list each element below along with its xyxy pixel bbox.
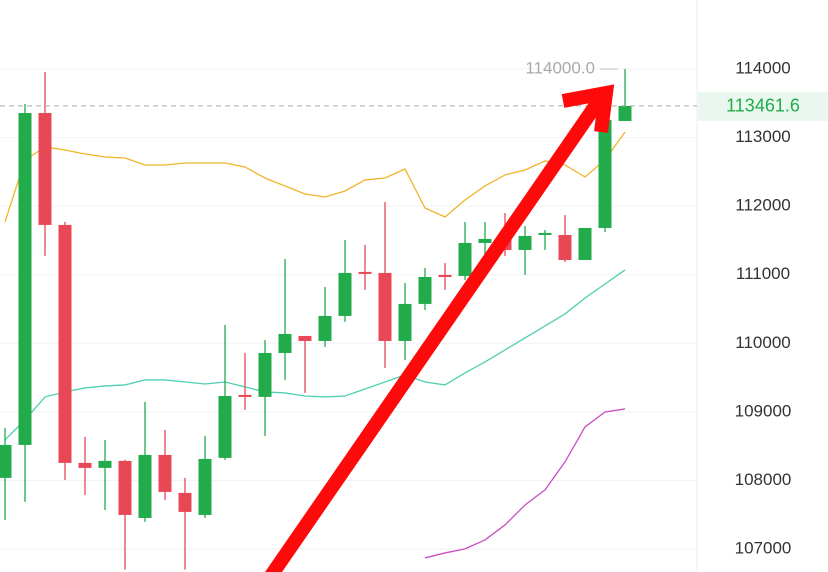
candle-body — [58, 224, 72, 463]
candle-body — [458, 242, 472, 276]
moving-average-line — [424, 408, 626, 559]
y-tick-label: 107000 — [735, 539, 792, 558]
y-tick-label: 110000 — [735, 333, 790, 352]
candle-body — [218, 395, 232, 458]
candle-body — [178, 492, 192, 512]
candle-body — [578, 227, 592, 260]
trend-arrow — [265, 84, 615, 572]
candle-body — [618, 105, 632, 121]
y-tick-label: 112000 — [735, 196, 790, 215]
candle-body — [138, 454, 152, 518]
candle-body — [598, 120, 612, 228]
moving-average-line — [4, 269, 626, 441]
candle-body — [438, 274, 452, 277]
candle-body — [538, 232, 552, 235]
candle-body — [38, 113, 52, 225]
last-price-box — [698, 91, 828, 121]
candle-body — [398, 303, 412, 341]
y-tick-label: 114000 — [735, 58, 790, 77]
candle-body — [318, 315, 332, 341]
y-tick-label: 111000 — [736, 264, 790, 283]
candle-body — [278, 333, 292, 353]
y-tick-label: 113000 — [735, 127, 790, 146]
candle-body — [258, 352, 272, 397]
candle-body — [338, 272, 352, 316]
y-tick-label: 108000 — [735, 470, 792, 489]
candle-body — [0, 444, 12, 478]
candle-body — [198, 458, 212, 515]
candle-body — [298, 335, 312, 341]
candle-body — [378, 272, 392, 341]
candle-body — [78, 462, 92, 468]
y-tick-label: 109000 — [735, 401, 792, 420]
candle-body — [98, 460, 112, 468]
candle-body — [118, 460, 132, 515]
last-price-label: 113461.6 — [726, 96, 800, 116]
candle-body — [358, 271, 372, 274]
high-marker-label: 114000.0 — [525, 58, 595, 77]
candle-body — [478, 238, 492, 243]
candle-body — [518, 235, 532, 250]
candle-body — [18, 113, 32, 445]
candle-body — [558, 234, 572, 260]
candle-body — [158, 454, 172, 492]
candle-body — [418, 276, 432, 304]
moving-average-line — [4, 131, 626, 223]
candle-body — [238, 394, 252, 397]
